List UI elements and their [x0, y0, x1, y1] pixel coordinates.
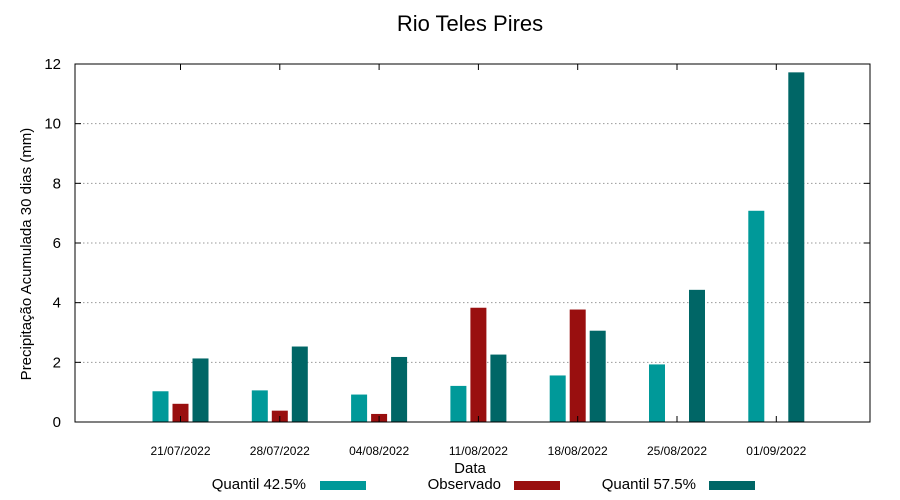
y-axis: 0 2 4 6 8 10 12: [44, 56, 870, 431]
y-tick-label: 8: [53, 175, 61, 192]
bar: [391, 356, 408, 422]
y-axis-label: Precipitação Acumulada 30 dias (mm): [18, 128, 35, 381]
x-tick-label: 04/08/2022: [349, 444, 409, 458]
bar: [152, 391, 169, 422]
bar: [589, 330, 606, 422]
y-tick-label: 10: [44, 116, 61, 133]
x-tick-label: 21/07/2022: [150, 444, 210, 458]
bar: [569, 309, 586, 422]
bars: [152, 72, 805, 422]
bar: [748, 210, 765, 422]
x-tick-label: 25/08/2022: [647, 444, 707, 458]
x-tick-label: 11/08/2022: [449, 444, 508, 458]
y-tick-label: 4: [53, 295, 61, 312]
x-tick-label: 01/09/2022: [746, 444, 806, 458]
bar: [291, 346, 308, 422]
bar: [172, 403, 189, 422]
bar: [470, 307, 487, 422]
bar: [450, 385, 467, 422]
y-tick-label: 0: [53, 414, 61, 431]
bar: [192, 358, 209, 422]
x-tick-label: 18/08/2022: [548, 444, 608, 458]
legend-swatch: [320, 481, 366, 490]
bar: [649, 364, 665, 422]
bar: [351, 394, 368, 422]
x-tick-label: 28/07/2022: [250, 444, 310, 458]
legend-swatch: [709, 481, 755, 490]
y-tick-label: 6: [53, 235, 61, 252]
x-axis-label: Data: [454, 460, 486, 477]
chart-title: Rio Teles Pires: [397, 11, 543, 36]
y-tick-label: 12: [44, 56, 61, 73]
legend: Quantil 42.5% Observado Quantil 57.5%: [212, 476, 755, 493]
legend-swatch: [514, 481, 560, 490]
legend-label: Quantil 57.5%: [602, 476, 696, 493]
bar: [689, 289, 705, 422]
bar: [549, 375, 566, 422]
legend-label: Quantil 42.5%: [212, 476, 306, 493]
legend-label: Observado: [428, 476, 501, 493]
bar: [788, 72, 805, 422]
y-tick-label: 2: [53, 354, 61, 371]
bar: [490, 354, 507, 422]
bar: [251, 390, 268, 422]
x-axis: 21/07/2022 28/07/2022 04/08/2022 11/08/2022…: [150, 64, 807, 458]
